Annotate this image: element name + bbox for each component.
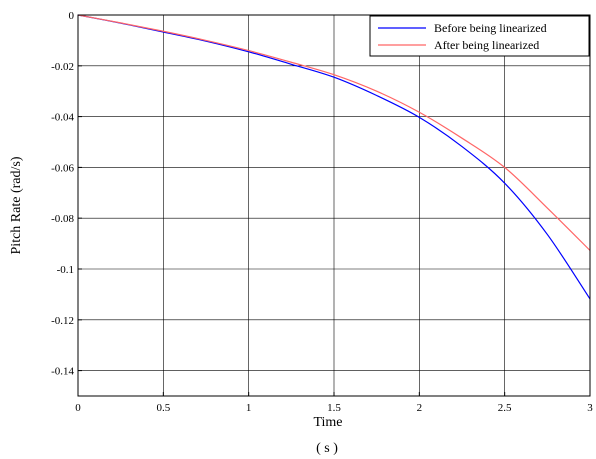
- x-tick-label: 2.5: [498, 402, 512, 414]
- x-tick-label: 2: [417, 402, 423, 414]
- legend-label: Before being linearized: [434, 21, 547, 35]
- plot-frame: [77, 14, 591, 397]
- y-tick-label: -0.14: [51, 366, 74, 378]
- legend: Before being linearized After being linea…: [369, 15, 590, 57]
- series-lines: [77, 14, 591, 300]
- x-tick-label: 3: [587, 402, 593, 414]
- y-tick-label: -0.02: [51, 61, 74, 73]
- y-axis-label: Pitch Rate (rad/s): [9, 156, 24, 254]
- legend-box: [369, 15, 590, 57]
- y-tick-label: -0.04: [51, 112, 74, 124]
- x-tick-label: 0: [75, 402, 81, 414]
- series-line-0: [77, 14, 591, 300]
- tick-labels: 0 0.5 1 1.5 2 2.5 3 0 -0.02 -0.04 -0.06 -0.08 -0.1 -0…: [51, 10, 593, 414]
- y-tick-label: -0.12: [51, 315, 74, 327]
- x-tick-label: 1: [246, 402, 252, 414]
- x-tick-label: 0.5: [156, 402, 170, 414]
- series-line-1: [77, 14, 591, 251]
- y-tick-label: -0.1: [57, 264, 74, 276]
- legend-label: After being linearized: [434, 38, 539, 52]
- x-axis-label: Time: [313, 415, 342, 430]
- x-tick-label: 1.5: [327, 402, 341, 414]
- y-tick-label: 0: [69, 10, 75, 22]
- y-tick-label: -0.06: [51, 162, 74, 174]
- x-axis-unit: ( s ): [316, 441, 338, 456]
- grid: [77, 14, 591, 396]
- y-tick-label: -0.08: [51, 213, 74, 225]
